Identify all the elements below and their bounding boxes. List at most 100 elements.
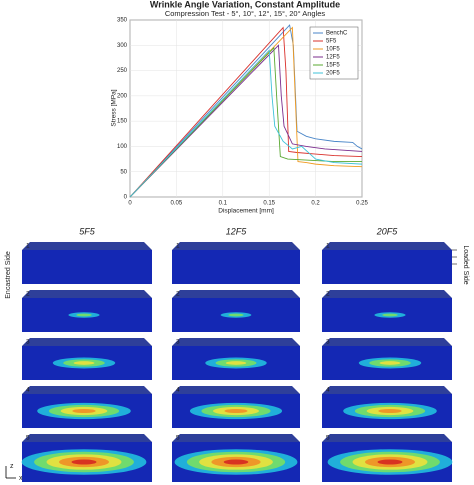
- series-line: [129, 49, 363, 198]
- damage-zone: [225, 361, 247, 365]
- fea-panel: 5: [172, 434, 300, 482]
- panel-number: 3: [26, 339, 30, 346]
- axis-z: z: [10, 463, 14, 470]
- panel-top: [322, 338, 452, 346]
- panel-top: [172, 242, 300, 250]
- damage-zone: [71, 459, 97, 465]
- x-tick-label: 0.25: [356, 201, 368, 207]
- panel-number: 2: [326, 291, 330, 298]
- chart-title: Wrinkle Angle Variation, Constant Amplit…: [150, 0, 340, 9]
- damage-zone: [377, 459, 403, 465]
- panel-top: [172, 434, 300, 442]
- panel-front: [172, 250, 300, 284]
- panel-front: [322, 250, 452, 284]
- fea-panel: 4: [322, 386, 452, 428]
- panel-top: [322, 386, 452, 394]
- panel-top: [172, 386, 300, 394]
- panel-top: [22, 242, 152, 250]
- panel-top: [22, 338, 152, 346]
- panel-top: [22, 434, 152, 442]
- panel-number: 4: [26, 387, 30, 394]
- x-tick-label: 0.05: [171, 201, 183, 207]
- panel-number: 1: [326, 243, 330, 250]
- panel-front: [22, 250, 152, 284]
- panel-top: [172, 338, 300, 346]
- y-tick-label: 250: [117, 68, 128, 74]
- chart-subtitle: Compression Test - 5°, 10°, 12°, 15°, 20…: [165, 9, 326, 18]
- fea-panel: 5: [21, 434, 152, 482]
- axis-triad: [5, 466, 16, 479]
- y-tick-label: 0: [124, 195, 128, 201]
- x-tick-label: 0: [128, 201, 132, 207]
- panel-number: 3: [326, 339, 330, 346]
- x-tick-label: 0.2: [311, 201, 320, 207]
- legend-label: 15F5: [326, 63, 340, 69]
- legend-label: 5F5: [326, 39, 337, 45]
- x-axis-label: Displacement [mm]: [218, 208, 274, 215]
- damage-zone: [76, 313, 92, 317]
- y-tick-label: 200: [117, 93, 128, 99]
- fea-panel: 2: [172, 290, 300, 332]
- series-line: [129, 26, 363, 198]
- panel-top: [22, 386, 152, 394]
- legend-label: 12F5: [326, 55, 340, 61]
- panel-number: 5: [326, 435, 330, 442]
- axis-x: x: [19, 475, 23, 482]
- y-axis-label: Stress [MPa]: [111, 89, 118, 126]
- damage-zone: [72, 408, 96, 414]
- panel-number: 1: [26, 243, 30, 250]
- panel-top: [322, 290, 452, 298]
- series-line: [129, 24, 363, 198]
- fea-panel: 4: [172, 386, 300, 428]
- panel-number: 3: [176, 339, 180, 346]
- series-line: [129, 44, 363, 198]
- series-line: [129, 46, 362, 198]
- column-title: 12F5: [226, 226, 248, 236]
- panel-number: 5: [26, 435, 30, 442]
- damage-zone: [224, 408, 248, 414]
- fea-panel: 1: [22, 242, 152, 284]
- panel-number: 1: [176, 243, 180, 250]
- damage-zone: [379, 361, 401, 365]
- panel-number: 4: [326, 387, 330, 394]
- fea-panel: 4: [22, 386, 152, 428]
- panel-number: 4: [176, 387, 180, 394]
- panel-number: 2: [26, 291, 30, 298]
- legend-box: [309, 26, 359, 80]
- y-tick-label: 300: [117, 43, 128, 49]
- x-tick-label: 0.15: [263, 201, 275, 207]
- panel-number: 5: [176, 435, 180, 442]
- series-line: [129, 26, 363, 198]
- damage-zone: [378, 408, 402, 414]
- legend-label: BenchC: [326, 31, 348, 37]
- fea-panel: 1: [172, 242, 300, 284]
- panel-number: 2: [176, 291, 180, 298]
- y-tick-label: 150: [117, 119, 128, 125]
- x-tick-label: 0.1: [219, 201, 228, 207]
- fea-panel: 5: [322, 434, 453, 482]
- fea-panel: 3: [322, 338, 452, 380]
- right-label: Loaded Side: [462, 245, 469, 284]
- fea-panel: 3: [172, 338, 300, 380]
- column-title: 20F5: [376, 226, 399, 236]
- left-label: Encastred Side: [5, 251, 12, 299]
- fea-panel: 2: [22, 290, 152, 332]
- column-title: 5F5: [79, 226, 96, 236]
- fea-panel: 1: [322, 242, 452, 284]
- legend-label: 20F5: [326, 71, 340, 77]
- damage-zone: [228, 313, 244, 317]
- fea-panel: 2: [322, 290, 452, 332]
- panel-top: [22, 290, 152, 298]
- panel-top: [172, 290, 300, 298]
- y-tick-label: 100: [117, 144, 128, 150]
- legend-label: 10F5: [326, 47, 340, 53]
- y-tick-label: 350: [117, 18, 128, 24]
- y-tick-label: 50: [120, 169, 127, 175]
- damage-zone: [73, 361, 95, 365]
- panel-top: [322, 434, 452, 442]
- panel-top: [322, 242, 452, 250]
- fea-panel: 3: [22, 338, 152, 380]
- damage-zone: [223, 459, 249, 465]
- damage-zone: [382, 313, 398, 317]
